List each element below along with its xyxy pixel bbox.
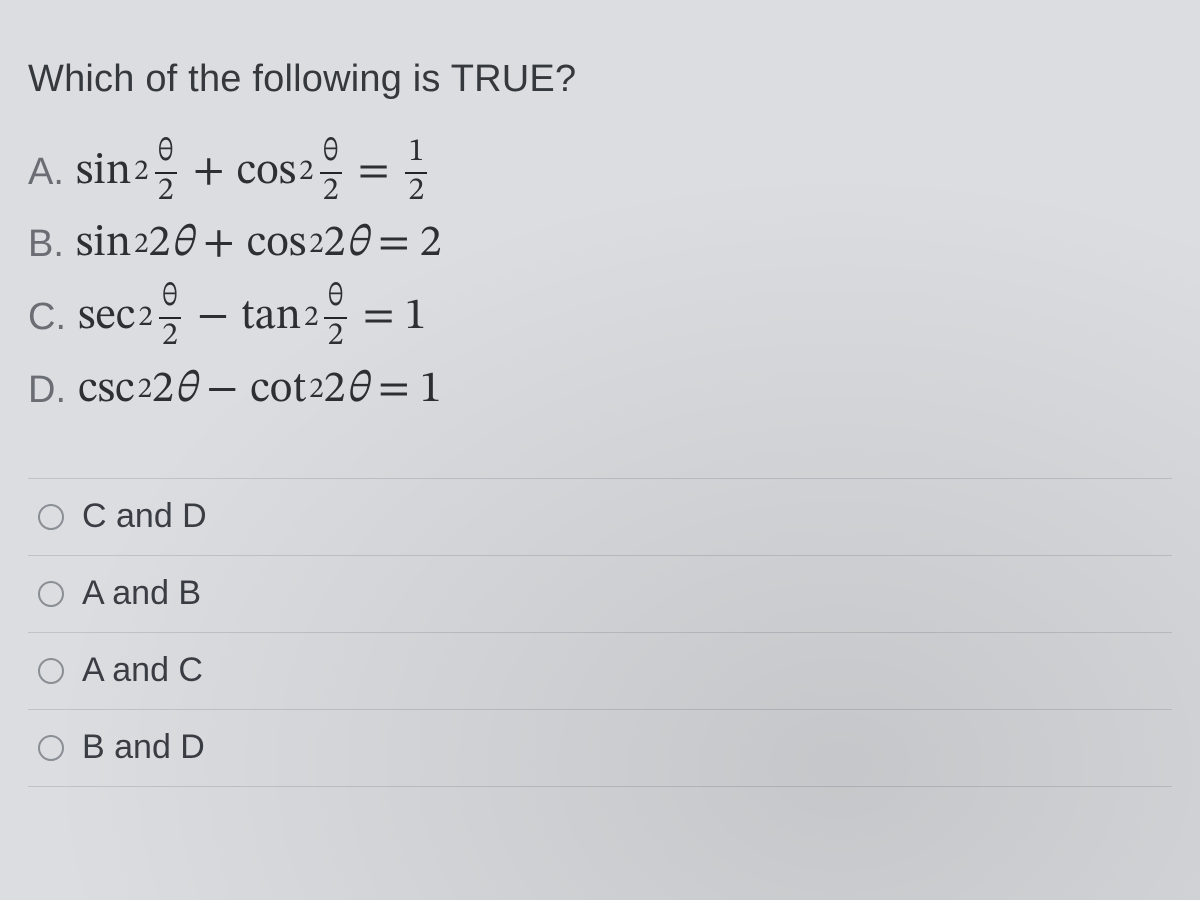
squared: 2 (309, 372, 323, 408)
cos-fn: cos (237, 145, 297, 200)
option-b-and-d[interactable]: B and D (28, 710, 1172, 787)
option-c-and-d[interactable]: C and D (28, 479, 1172, 556)
frac-den: 2 (320, 176, 342, 208)
rhs-one: 1 (404, 290, 426, 345)
two-theta: 2θ (152, 363, 196, 418)
rhs-one: 1 (420, 363, 442, 418)
option-label: A and B (82, 574, 201, 613)
squared: 2 (309, 227, 323, 263)
cos-fn: cos (247, 217, 307, 272)
option-label: C and D (82, 497, 207, 536)
theta-over-2: θ 2 (159, 282, 181, 352)
equals: = (363, 290, 395, 345)
theta-over-2: θ 2 (155, 137, 177, 207)
frac-num: θ (324, 282, 346, 314)
statement-a-label: A. (28, 151, 64, 194)
plus: + (193, 145, 225, 200)
statements: A. sin2 θ 2 + cos2 θ 2 = 1 2 B. (28, 137, 1172, 418)
theta-over-2: θ 2 (320, 137, 342, 207)
frac-den: 2 (155, 176, 177, 208)
frac-bar (159, 317, 181, 319)
two-theta: 2θ (324, 363, 368, 418)
frac-den: 2 (159, 321, 181, 353)
frac-num: θ (155, 137, 177, 169)
frac-bar (320, 172, 342, 174)
answer-options: C and D A and B A and C B and D (28, 478, 1172, 787)
frac-num: θ (159, 282, 181, 314)
equals: = (378, 217, 410, 272)
quiz-page: Which of the following is TRUE? A. sin2 … (0, 0, 1200, 900)
two-theta: 2θ (149, 217, 193, 272)
tan-fn: tan (241, 290, 301, 345)
plus: + (203, 217, 235, 272)
squared: 2 (138, 300, 152, 336)
frac-num: θ (320, 137, 342, 169)
statement-b: B. sin2 2θ + cos2 2θ = 2 (28, 217, 1172, 272)
frac-num: 1 (405, 137, 427, 169)
squared: 2 (304, 300, 318, 336)
squared: 2 (134, 154, 148, 190)
theta-over-2: θ 2 (324, 282, 346, 352)
equals: = (358, 145, 390, 200)
frac-bar (405, 172, 427, 174)
frac-bar (324, 317, 346, 319)
csc-fn: csc (78, 363, 135, 418)
radio-icon[interactable] (38, 658, 64, 684)
sin-fn: sin (76, 145, 131, 200)
squared: 2 (299, 154, 313, 190)
radio-icon[interactable] (38, 735, 64, 761)
sin-fn: sin (76, 217, 131, 272)
statement-c: C. sec2 θ 2 − tan2 θ 2 = 1 (28, 282, 1172, 352)
cot-fn: cot (250, 363, 306, 418)
squared: 2 (134, 227, 148, 263)
question-text: Which of the following is TRUE? (28, 58, 1172, 101)
one-half: 1 2 (405, 137, 427, 207)
rhs-two: 2 (420, 217, 442, 272)
minus: − (206, 363, 238, 418)
radio-icon[interactable] (38, 504, 64, 530)
statement-c-label: C. (28, 296, 66, 339)
minus: − (197, 290, 229, 345)
two-theta: 2θ (324, 217, 368, 272)
squared: 2 (138, 372, 152, 408)
frac-den: 2 (405, 176, 427, 208)
option-label: A and C (82, 651, 203, 690)
statement-d: D. csc2 2θ − cot2 2θ = 1 (28, 363, 1172, 418)
option-a-and-b[interactable]: A and B (28, 556, 1172, 633)
statement-d-label: D. (28, 369, 66, 412)
option-a-and-c[interactable]: A and C (28, 633, 1172, 710)
frac-den: 2 (325, 321, 347, 353)
equals: = (378, 363, 410, 418)
radio-icon[interactable] (38, 581, 64, 607)
option-label: B and D (82, 728, 205, 767)
frac-bar (155, 172, 177, 174)
sec-fn: sec (78, 290, 135, 345)
statement-a: A. sin2 θ 2 + cos2 θ 2 = 1 2 (28, 137, 1172, 207)
statement-b-label: B. (28, 223, 64, 266)
